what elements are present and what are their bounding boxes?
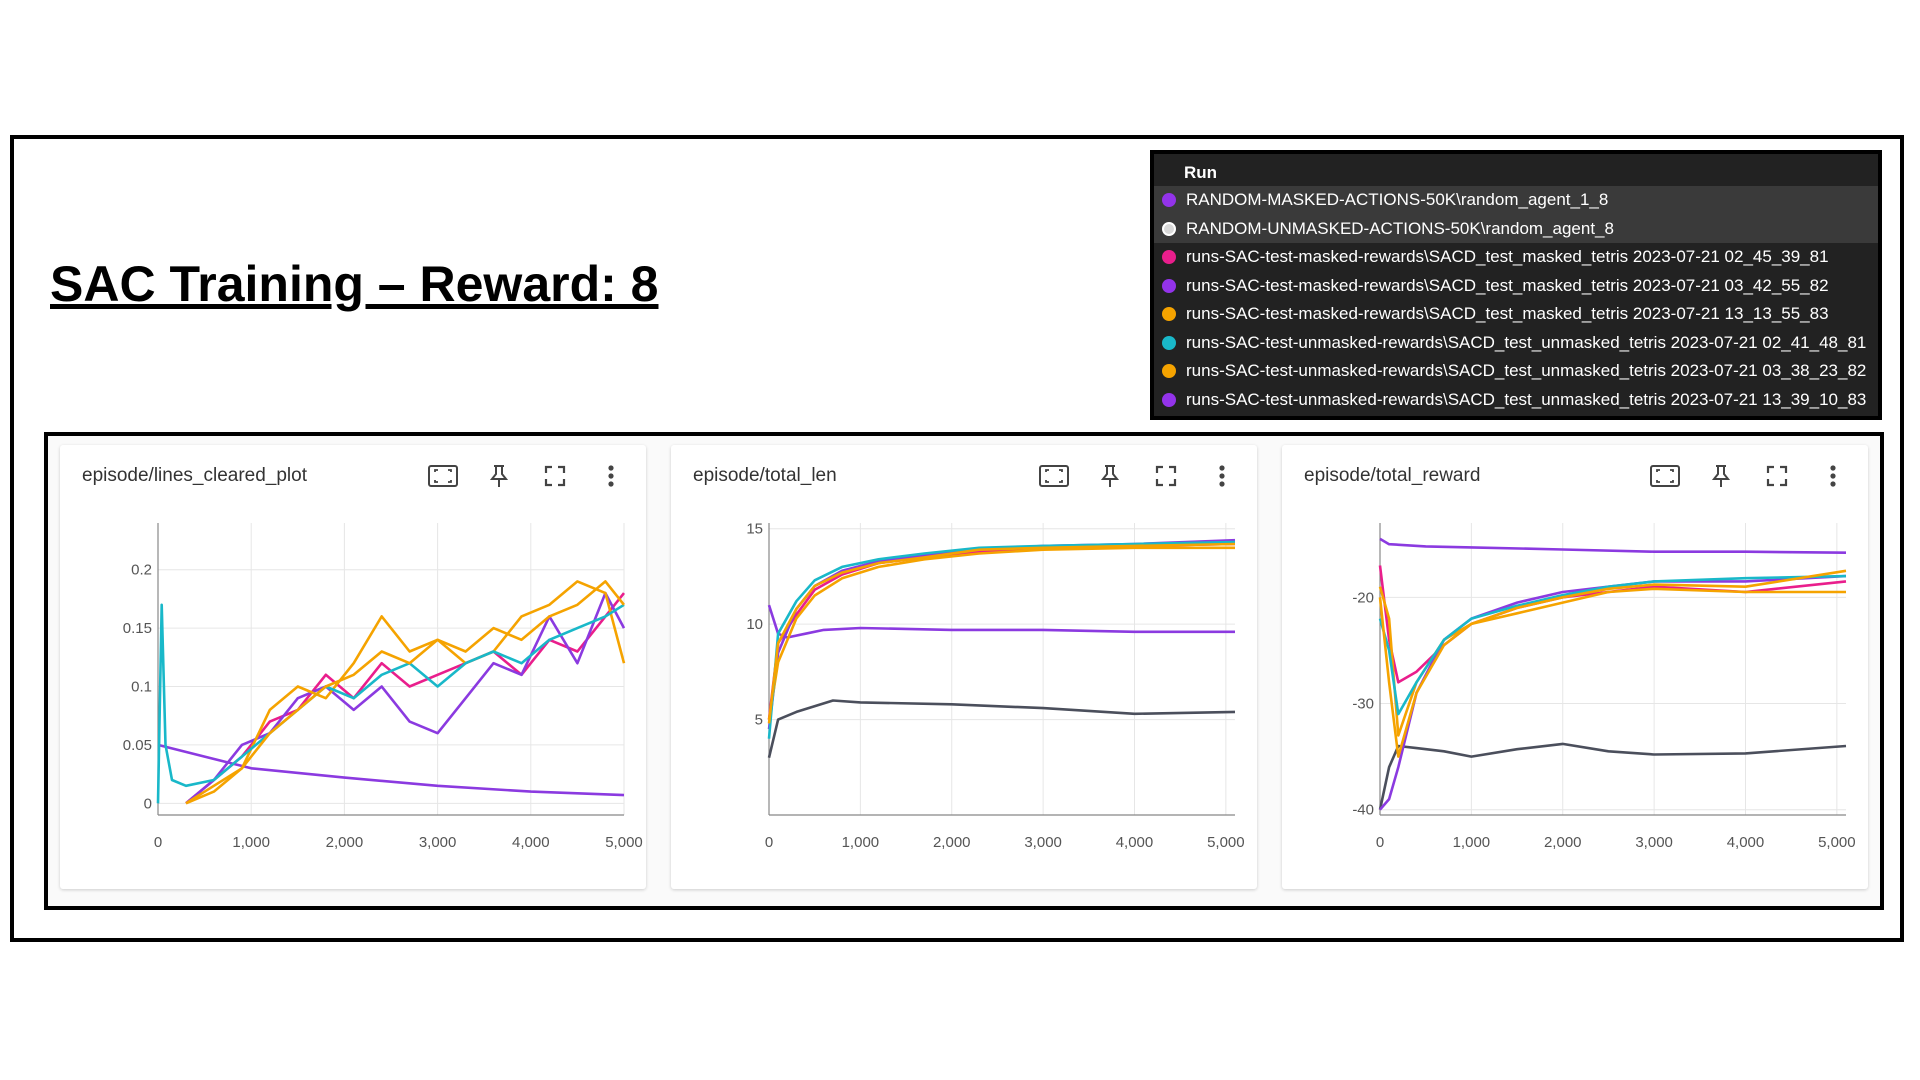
legend-item-label: runs-SAC-test-masked-rewards\SACD_test_m…: [1186, 247, 1829, 267]
outer-frame: [10, 135, 1904, 942]
run-color-dot: [1162, 193, 1176, 208]
card-title: episode/total_len: [693, 465, 837, 486]
x-tick-label: 5,000: [1207, 834, 1245, 851]
pin-icon[interactable]: [482, 459, 516, 493]
series-line: [185, 592, 626, 805]
run-color-dot: [1162, 364, 1176, 379]
plot-area: [1380, 523, 1846, 815]
fullscreen-icon[interactable]: [1149, 459, 1183, 493]
run-color-dot: [1162, 307, 1176, 322]
run-legend: Run RANDOM-MASKED-ACTIONS-50K\random_age…: [1150, 150, 1882, 420]
series-line: [185, 580, 626, 805]
legend-item[interactable]: runs-SAC-test-masked-rewards\SACD_test_m…: [1154, 243, 1878, 272]
y-tick-label: 10: [746, 616, 763, 633]
x-tick-label: 0: [1376, 834, 1384, 851]
more-vert-icon[interactable]: [1205, 459, 1239, 493]
legend-item-label: runs-SAC-test-masked-rewards\SACD_test_m…: [1186, 275, 1829, 295]
legend-item[interactable]: runs-SAC-test-unmasked-rewards\SACD_test…: [1154, 357, 1878, 386]
lines-cleared-chart: 0 0.05 0.1 0.15 0.2 0 1,000 2,000 3,000 4,000 5,00…: [123, 523, 643, 851]
y-tick-label: 0.05: [123, 737, 152, 754]
run-color-dot: [1162, 335, 1176, 350]
y-tick-label: -30: [1352, 696, 1374, 713]
y-tick-label: 0: [144, 795, 152, 812]
x-tick-label: 5,000: [605, 834, 643, 851]
legend-item[interactable]: RANDOM-MASKED-ACTIONS-50K\random_agent_1…: [1154, 186, 1878, 215]
x-tick-label: 4,000: [1116, 834, 1154, 851]
x-tick-label: 4,000: [1727, 834, 1765, 851]
series-line: [156, 603, 625, 804]
series-line: [185, 591, 626, 805]
pin-icon[interactable]: [1093, 459, 1127, 493]
series-line: [185, 580, 626, 805]
legend-item[interactable]: runs-SAC-test-unmasked-rewards\SACD_test…: [1154, 329, 1878, 358]
y-tick-label: 5: [755, 712, 763, 729]
series-line: [767, 542, 1236, 724]
y-tick-label: 15: [746, 521, 763, 538]
total-reward-chart: -20 -30 -400 1,000 2,000 3,000 4,000 5,000: [1352, 523, 1856, 851]
fit-to-data-icon[interactable]: [1037, 459, 1071, 493]
x-tick-label: 2,000: [1544, 834, 1582, 851]
card-title: episode/lines_cleared_plot: [82, 465, 307, 486]
x-tick-label: 5,000: [1818, 834, 1856, 851]
x-tick-label: 3,000: [1024, 834, 1062, 851]
legend-item[interactable]: RANDOM-UNMASKED-ACTIONS-50K\random_agent…: [1154, 214, 1878, 243]
y-tick-label: 0.15: [123, 620, 152, 637]
plot-area: [158, 523, 624, 815]
x-tick-label: 2,000: [326, 834, 364, 851]
series-line: [1378, 569, 1847, 758]
x-tick-label: 0: [154, 834, 162, 851]
legend-item-label: RANDOM-UNMASKED-ACTIONS-50K\random_agent…: [1186, 218, 1614, 238]
slide-title: SAC Training – Reward: 8: [50, 256, 659, 312]
more-vert-icon[interactable]: [594, 459, 628, 493]
legend-item[interactable]: runs-SAC-test-masked-rewards\SACD_test_m…: [1154, 272, 1878, 301]
x-tick-label: 1,000: [232, 834, 270, 851]
y-tick-label: -40: [1352, 802, 1374, 819]
series-line: [767, 546, 1235, 720]
legend-header: Run: [1184, 163, 1218, 182]
fit-to-data-icon[interactable]: [426, 459, 460, 493]
series-line: [157, 743, 625, 797]
x-tick-label: 3,000: [1635, 834, 1673, 851]
x-tick-label: 3,000: [419, 834, 457, 851]
pin-icon[interactable]: [1704, 459, 1738, 493]
run-color-dot: [1162, 250, 1176, 265]
total-len-chart: 5 10 15 0 1,000 2,000 3,000 4,000 5,000: [746, 521, 1245, 851]
chart-card-total-len: episode/total_len 5 10 15 0 1,000 2,000 3,000 4…: [671, 445, 1257, 889]
legend-item-label: runs-SAC-test-masked-rewards\SACD_test_m…: [1186, 304, 1829, 324]
fullscreen-icon[interactable]: [1760, 459, 1794, 493]
run-color-dot: [1162, 221, 1176, 236]
run-color-dot: [1162, 278, 1176, 293]
x-tick-label: 1,000: [842, 834, 880, 851]
y-tick-label: 0.2: [131, 562, 152, 579]
series-line: [1378, 574, 1847, 716]
y-tick-label: -20: [1352, 589, 1374, 606]
plot-area: [769, 523, 1235, 815]
legend-item-label: RANDOM-MASKED-ACTIONS-50K\random_agent_1…: [1186, 190, 1609, 210]
card-title: episode/total_reward: [1304, 465, 1481, 486]
x-tick-label: 4,000: [512, 834, 550, 851]
y-tick-label: 0.1: [131, 679, 152, 696]
legend-item-label: runs-SAC-test-unmasked-rewards\SACD_test…: [1186, 332, 1867, 352]
run-color-dot: [1162, 392, 1176, 407]
series-line: [767, 540, 1236, 739]
more-vert-icon[interactable]: [1816, 459, 1850, 493]
legend-item-label: runs-SAC-test-unmasked-rewards\SACD_test…: [1186, 361, 1867, 381]
series-line: [767, 699, 1236, 759]
legend-item[interactable]: runs-SAC-test-unmasked-rewards\SACD_test…: [1154, 386, 1878, 415]
fullscreen-icon[interactable]: [538, 459, 572, 493]
x-tick-label: 2,000: [933, 834, 971, 851]
x-tick-label: 0: [765, 834, 773, 851]
chart-card-total-reward: episode/total_reward -20 -30 -40 0 1,000 2,00…: [1282, 445, 1868, 889]
series-line: [1378, 586, 1846, 737]
x-tick-label: 1,000: [1453, 834, 1491, 851]
series-line: [1379, 537, 1847, 554]
legend-item[interactable]: runs-SAC-test-masked-rewards\SACD_test_m…: [1154, 300, 1878, 329]
fit-to-data-icon[interactable]: [1648, 459, 1682, 493]
chart-card-lines-cleared: episode/lines_cleared_plot 0 0.05 0.1 0.15 0…: [60, 445, 646, 889]
legend-item-label: runs-SAC-test-unmasked-rewards\SACD_test…: [1186, 389, 1867, 409]
